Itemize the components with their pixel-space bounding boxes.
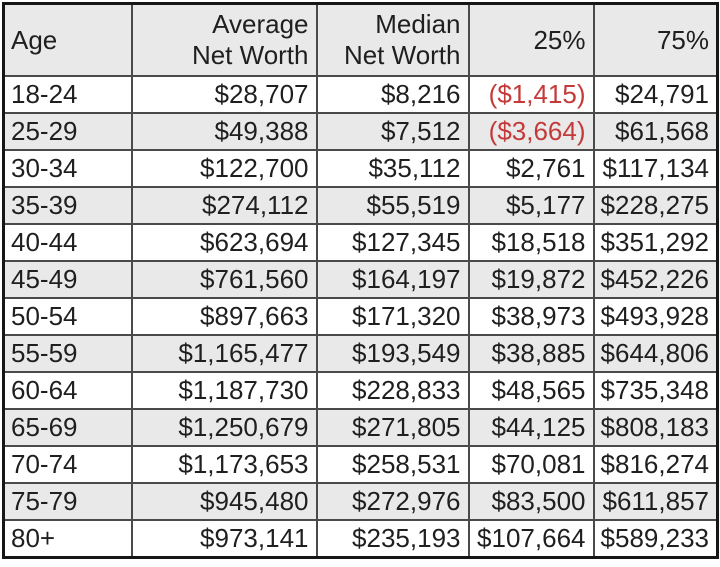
median-cell: $193,549 — [315, 334, 470, 373]
table-body: 18-24 $28,707 $8,216 ($1,415) $24,791 25… — [2, 75, 719, 559]
median-cell: $35,112 — [315, 149, 470, 188]
median-cell: $235,193 — [315, 519, 470, 559]
header-average-net-worth: Average Net Worth — [130, 2, 318, 77]
age-cell: 40-44 — [2, 223, 133, 262]
networth-table-container: Age Average Net Worth Median Net Worth 2… — [2, 2, 719, 559]
table-row: 60-64 $1,187,730 $228,833 $48,565 $735,3… — [2, 371, 719, 410]
average-cell: $1,250,679 — [130, 408, 318, 447]
age-cell: 60-64 — [2, 371, 133, 410]
p75-cell: $117,134 — [592, 149, 719, 188]
age-cell: 65-69 — [2, 408, 133, 447]
average-cell: $49,388 — [130, 112, 318, 151]
age-cell: 25-29 — [2, 112, 133, 151]
p25-cell: $107,664 — [467, 519, 595, 559]
p75-cell: $735,348 — [592, 371, 719, 410]
median-cell: $55,519 — [315, 186, 470, 225]
networth-by-age-table: Age Average Net Worth Median Net Worth 2… — [2, 2, 719, 559]
average-cell: $1,173,653 — [130, 445, 318, 484]
p25-cell: $70,081 — [467, 445, 595, 484]
p25-cell: $44,125 — [467, 408, 595, 447]
table-row: 25-29 $49,388 $7,512 ($3,664) $61,568 — [2, 112, 719, 151]
p75-cell: $452,226 — [592, 260, 719, 299]
average-cell: $1,165,477 — [130, 334, 318, 373]
median-cell: $8,216 — [315, 75, 470, 114]
average-cell: $973,141 — [130, 519, 318, 559]
table-header: Age Average Net Worth Median Net Worth 2… — [2, 2, 719, 77]
header-median-net-worth: Median Net Worth — [315, 2, 470, 77]
table-row: 30-34 $122,700 $35,112 $2,761 $117,134 — [2, 149, 719, 188]
average-cell: $623,694 — [130, 223, 318, 262]
p25-cell: $18,518 — [467, 223, 595, 262]
header-75th-percentile: 75% — [592, 2, 719, 77]
p25-cell: $5,177 — [467, 186, 595, 225]
average-cell: $945,480 — [130, 482, 318, 521]
p75-cell: $644,806 — [592, 334, 719, 373]
table-row: 45-49 $761,560 $164,197 $19,872 $452,226 — [2, 260, 719, 299]
p75-cell: $228,275 — [592, 186, 719, 225]
p75-cell: $61,568 — [592, 112, 719, 151]
average-cell: $122,700 — [130, 149, 318, 188]
p25-cell: ($1,415) — [467, 75, 595, 114]
p75-cell: $589,233 — [592, 519, 719, 559]
age-cell: 35-39 — [2, 186, 133, 225]
header-row: Age Average Net Worth Median Net Worth 2… — [2, 2, 719, 77]
p75-cell: $24,791 — [592, 75, 719, 114]
age-cell: 70-74 — [2, 445, 133, 484]
table-row: 50-54 $897,663 $171,320 $38,973 $493,928 — [2, 297, 719, 336]
median-cell: $271,805 — [315, 408, 470, 447]
p75-cell: $816,274 — [592, 445, 719, 484]
table-row: 55-59 $1,165,477 $193,549 $38,885 $644,8… — [2, 334, 719, 373]
p25-cell: $48,565 — [467, 371, 595, 410]
p75-cell: $808,183 — [592, 408, 719, 447]
table-row: 40-44 $623,694 $127,345 $18,518 $351,292 — [2, 223, 719, 262]
median-cell: $228,833 — [315, 371, 470, 410]
median-cell: $127,345 — [315, 223, 470, 262]
median-cell: $171,320 — [315, 297, 470, 336]
average-cell: $1,187,730 — [130, 371, 318, 410]
p25-cell: $38,885 — [467, 334, 595, 373]
age-cell: 55-59 — [2, 334, 133, 373]
median-cell: $272,976 — [315, 482, 470, 521]
table-row: 65-69 $1,250,679 $271,805 $44,125 $808,1… — [2, 408, 719, 447]
header-age: Age — [2, 2, 133, 77]
p25-cell: $2,761 — [467, 149, 595, 188]
median-cell: $258,531 — [315, 445, 470, 484]
p25-cell: $38,973 — [467, 297, 595, 336]
age-cell: 80+ — [2, 519, 133, 559]
header-25th-percentile: 25% — [467, 2, 595, 77]
median-cell: $164,197 — [315, 260, 470, 299]
p25-cell: $19,872 — [467, 260, 595, 299]
average-cell: $761,560 — [130, 260, 318, 299]
age-cell: 30-34 — [2, 149, 133, 188]
age-cell: 18-24 — [2, 75, 133, 114]
table-row: 80+ $973,141 $235,193 $107,664 $589,233 — [2, 519, 719, 559]
age-cell: 50-54 — [2, 297, 133, 336]
p75-cell: $351,292 — [592, 223, 719, 262]
median-cell: $7,512 — [315, 112, 470, 151]
p75-cell: $493,928 — [592, 297, 719, 336]
table-row: 70-74 $1,173,653 $258,531 $70,081 $816,2… — [2, 445, 719, 484]
table-row: 35-39 $274,112 $55,519 $5,177 $228,275 — [2, 186, 719, 225]
table-row: 18-24 $28,707 $8,216 ($1,415) $24,791 — [2, 75, 719, 114]
p25-cell: $83,500 — [467, 482, 595, 521]
p75-cell: $611,857 — [592, 482, 719, 521]
average-cell: $897,663 — [130, 297, 318, 336]
age-cell: 45-49 — [2, 260, 133, 299]
age-cell: 75-79 — [2, 482, 133, 521]
average-cell: $28,707 — [130, 75, 318, 114]
table-row: 75-79 $945,480 $272,976 $83,500 $611,857 — [2, 482, 719, 521]
p25-cell: ($3,664) — [467, 112, 595, 151]
average-cell: $274,112 — [130, 186, 318, 225]
